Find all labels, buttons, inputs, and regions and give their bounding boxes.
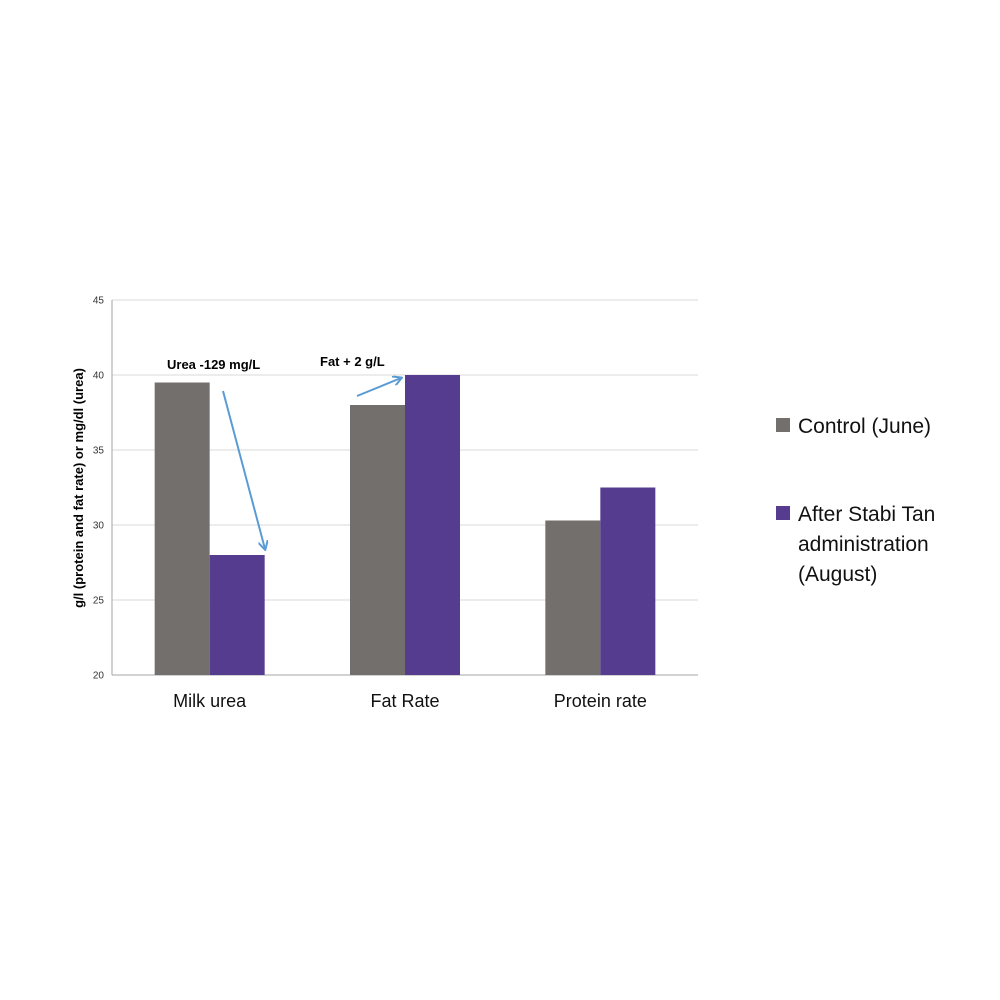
urea-annotation: Urea -129 mg/L: [167, 357, 260, 372]
bar-milk-urea-stabi-tan: [209, 555, 265, 675]
bar-protein-rate-stabi-tan: [600, 487, 656, 675]
legend-label-stabi-tan: After Stabi Tan administration (August): [798, 503, 936, 586]
legend-swatch-stabi-tan: [776, 506, 790, 520]
legend-label-control: Control (June): [798, 415, 932, 438]
y-axis-label: g/l (protein and fat rate) or mg/dl (ure…: [71, 368, 86, 608]
legend-item-control: Control (June): [776, 412, 991, 442]
urea-arrow: [222, 390, 265, 549]
y-tick-label: 25: [93, 596, 105, 607]
legend: Control (June) After Stabi Tan administr…: [776, 412, 991, 648]
bar-milk-urea-control: [154, 382, 210, 675]
y-tick-label: 35: [93, 446, 105, 457]
x-category-label: Protein rate: [554, 691, 647, 711]
bar-fat-rate-stabi-tan: [405, 375, 460, 675]
x-category-label: Fat Rate: [370, 691, 439, 711]
y-tick-label: 45: [93, 296, 105, 307]
legend-swatch-control: [776, 418, 790, 432]
legend-item-stabi-tan: After Stabi Tan administration (August): [776, 500, 991, 590]
bars: [154, 375, 656, 675]
bar-fat-rate-control: [350, 405, 405, 675]
y-tick-label: 40: [93, 371, 105, 382]
x-category-label: Milk urea: [173, 691, 247, 711]
y-tick-label: 20: [93, 671, 105, 682]
fat-annotation: Fat + 2 g/L: [320, 354, 385, 369]
y-tick-label: 30: [93, 521, 105, 532]
fat-arrow: [356, 378, 401, 397]
axes: 20 25 30 35 40 45 Milk urea Fat Rate Protein rat…: [93, 296, 647, 712]
bar-protein-rate-control: [545, 520, 601, 675]
